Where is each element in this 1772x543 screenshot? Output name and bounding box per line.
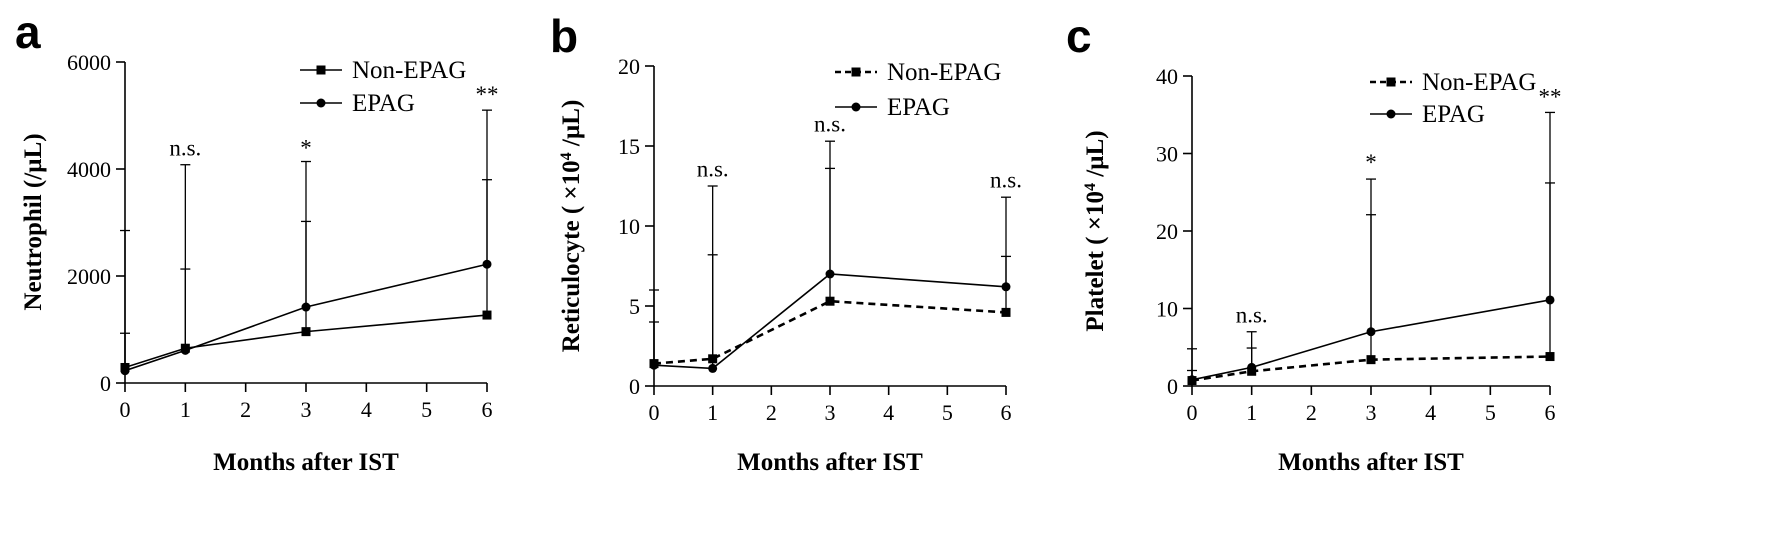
data-point-circle: [180, 345, 190, 355]
series-epag: [649, 140, 1011, 373]
panel-c: c 0 10 20 30 40 0 1 2 3 4 5 6 Months after IST Platele…: [1066, 10, 1562, 476]
data-point-square: [825, 296, 835, 306]
legend-marker-square: [1386, 77, 1396, 87]
x-tick-label: 3: [825, 400, 836, 425]
series-epag: [120, 109, 492, 376]
x-tick-label: 0: [120, 397, 131, 422]
x-tick-label: 4: [883, 400, 894, 425]
legend-label: Non-EPAG: [352, 57, 466, 84]
data-point-circle: [825, 269, 835, 279]
y-tick-label: 15: [618, 134, 640, 159]
y-tick-label: 10: [1156, 297, 1178, 322]
y-tick-label: 0: [1167, 374, 1178, 399]
data-point-circle: [1545, 295, 1555, 305]
x-tick-label: 6: [1545, 400, 1556, 425]
panel-letter: c: [1066, 10, 1092, 62]
series-line: [653, 299, 1007, 365]
x-tick-label: 2: [240, 397, 251, 422]
significance-label: n.s.: [1236, 302, 1268, 327]
y-tick-label: 40: [1156, 64, 1178, 89]
y-tick-label: 6000: [67, 50, 111, 75]
y-tick-label: 10: [618, 214, 640, 239]
x-tick-label: 4: [1425, 400, 1436, 425]
x-tick-label: 6: [482, 397, 493, 422]
data-point-circle: [1247, 362, 1257, 372]
x-tick-label: 2: [1306, 400, 1317, 425]
x-tick-label: 5: [942, 400, 953, 425]
y-axis-label: Platelet ( ×104 /µL): [1082, 130, 1110, 331]
legend-marker-circle: [851, 102, 861, 112]
data-point-circle: [482, 259, 492, 269]
significance-label: *: [1365, 150, 1377, 175]
y-tick-label: 0: [100, 371, 111, 396]
y-axis-label: Reticulocyte ( ×104 /µL): [558, 100, 586, 353]
legend-label: EPAG: [887, 94, 950, 121]
data-point-square: [301, 327, 311, 337]
y-tick-label: 30: [1156, 142, 1178, 167]
panel-letter: b: [550, 10, 578, 62]
x-tick-label: 0: [649, 400, 660, 425]
x-tick-label: 5: [421, 397, 432, 422]
data-point-circle: [649, 360, 659, 370]
data-point-circle: [301, 302, 311, 312]
x-tick-label: 4: [361, 397, 372, 422]
panel-a: a 0 2000 4000 6000 0 1 2 3 4 5 6 Months after IST Neu…: [15, 6, 499, 476]
data-point-square: [482, 310, 492, 320]
significance-label: n.s.: [990, 168, 1022, 193]
x-axis-label: Months after IST: [1278, 449, 1464, 476]
y-tick-label: 5: [629, 294, 640, 319]
significance-label: n.s.: [814, 112, 846, 137]
x-tick-label: 1: [1246, 400, 1257, 425]
series-line: [1191, 355, 1551, 382]
data-point-circle: [1001, 282, 1011, 292]
y-tick-label: 0: [629, 374, 640, 399]
x-tick-label: 5: [1485, 400, 1496, 425]
x-tick-label: 2: [766, 400, 777, 425]
y-tick-label: 20: [1156, 219, 1178, 244]
x-tick-label: 1: [180, 397, 191, 422]
x-tick-label: 3: [301, 397, 312, 422]
significance-label: **: [1539, 85, 1562, 110]
x-axis-label: Months after IST: [213, 449, 399, 476]
x-axis-label: Months after IST: [737, 449, 923, 476]
legend-label: EPAG: [1422, 101, 1485, 128]
data-point-square: [1001, 307, 1011, 317]
data-point-circle: [120, 366, 130, 376]
legend-label: Non-EPAG: [887, 59, 1001, 86]
y-tick-label: 2000: [67, 264, 111, 289]
series-line: [124, 263, 488, 372]
x-tick-label: 3: [1366, 400, 1377, 425]
significance-label: n.s.: [169, 136, 201, 161]
legend-marker-square: [316, 65, 326, 75]
x-tick-label: 0: [1187, 400, 1198, 425]
series-epag: [1187, 111, 1555, 385]
panel-letter: a: [15, 6, 41, 58]
significance-label: **: [476, 82, 499, 107]
series-line: [124, 314, 488, 369]
x-tick-label: 1: [707, 400, 718, 425]
panel-b: b 0 5 10 15 20 0 1 2 3 4 5 6 Months after IST Reticulo…: [550, 10, 1022, 476]
y-axis-label: Neutrophil (/µL): [20, 133, 47, 310]
legend-label: Non-EPAG: [1422, 69, 1536, 96]
data-point-circle: [1366, 327, 1376, 337]
data-point-circle: [708, 363, 718, 373]
y-tick-label: 20: [618, 54, 640, 79]
legend-marker-circle: [316, 98, 326, 108]
significance-label: *: [300, 136, 312, 161]
data-point-square: [1366, 355, 1376, 365]
series-line: [653, 273, 1007, 370]
legend-marker-square: [851, 67, 861, 77]
series-line: [1191, 299, 1551, 381]
y-tick-label: 4000: [67, 157, 111, 182]
data-point-square: [1545, 352, 1555, 362]
data-point-circle: [1187, 375, 1197, 385]
legend-label: EPAG: [352, 90, 415, 117]
x-tick-label: 6: [1001, 400, 1012, 425]
significance-label: n.s.: [697, 156, 729, 181]
legend-marker-circle: [1386, 109, 1396, 119]
